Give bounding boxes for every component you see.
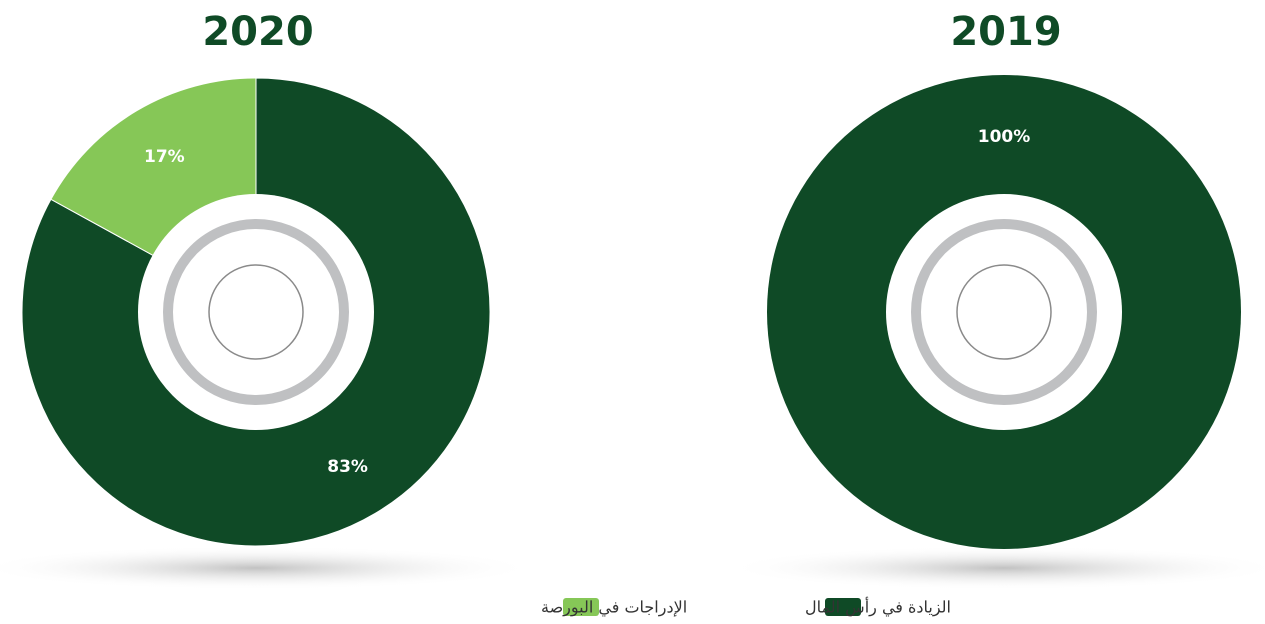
value-label: 83% <box>327 457 368 477</box>
chart-title: 2020 <box>202 9 313 55</box>
value-label: 17% <box>144 147 185 167</box>
ring <box>911 219 1097 405</box>
shadow <box>724 546 1265 590</box>
donut-hole <box>138 194 374 430</box>
ring <box>163 219 349 405</box>
legend-label: الزيادة في رأس المال <box>805 597 951 617</box>
shadow <box>0 546 536 590</box>
inner-ring <box>956 264 1052 360</box>
donut-hole <box>886 194 1122 430</box>
legend-swatch <box>563 598 599 616</box>
chart-title: 2019 <box>950 9 1061 55</box>
legend-label: الإدراجات في البورصة <box>541 598 687 617</box>
legend-swatch <box>825 598 861 616</box>
value-label: 100% <box>978 127 1031 147</box>
inner-ring <box>208 264 304 360</box>
